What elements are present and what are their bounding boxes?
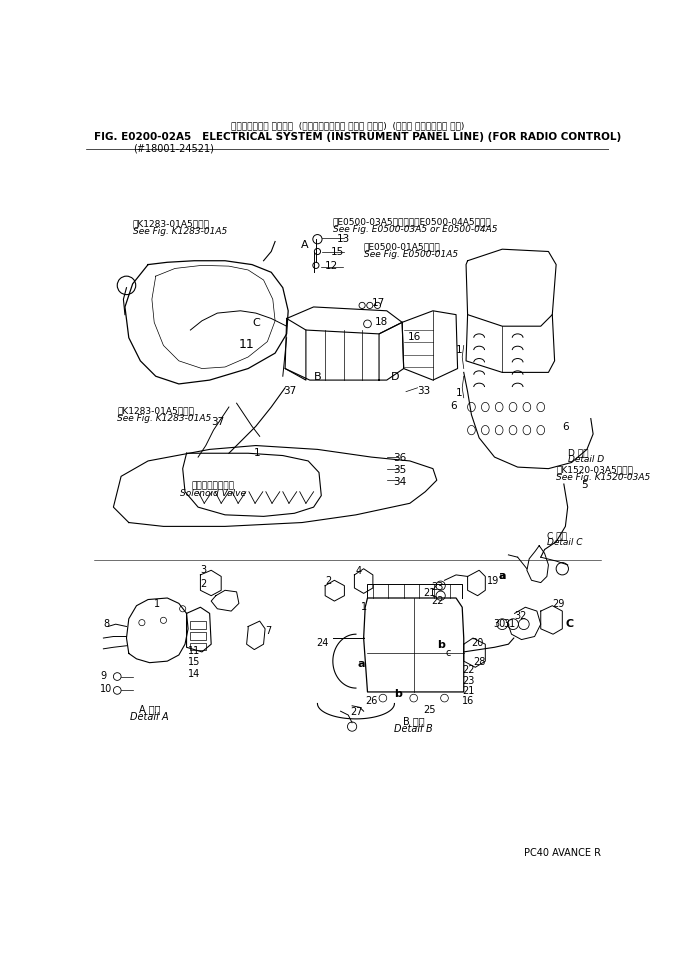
Text: a: a: [498, 570, 506, 580]
Text: 1: 1: [154, 599, 160, 608]
Text: 23: 23: [462, 676, 475, 686]
Text: 第K1283-01A5図参照: 第K1283-01A5図参照: [133, 219, 210, 228]
Text: 9: 9: [100, 671, 106, 680]
Text: 1: 1: [456, 387, 462, 397]
Text: 13: 13: [337, 234, 350, 244]
Text: B 詳細: B 詳細: [403, 715, 424, 726]
Text: B: B: [314, 372, 321, 382]
Text: b: b: [395, 689, 402, 699]
Text: 28: 28: [473, 656, 485, 666]
Text: See Fig. K1520-03A5: See Fig. K1520-03A5: [556, 473, 650, 482]
Text: エレクトリカル システム  (インスツルメント パネル ライン)  (ラジオ コントロール ヨウ): エレクトリカル システム (インスツルメント パネル ライン) (ラジオ コント…: [231, 121, 464, 131]
Text: A: A: [300, 239, 308, 250]
Text: 37: 37: [283, 385, 296, 396]
Text: See Fig. E0500-01A5: See Fig. E0500-01A5: [363, 250, 458, 259]
Text: 1: 1: [361, 601, 367, 611]
Text: C: C: [252, 318, 260, 328]
Text: C: C: [565, 618, 574, 628]
Text: 5: 5: [581, 480, 587, 489]
Text: 21: 21: [462, 686, 475, 696]
Text: 35: 35: [393, 464, 406, 474]
Text: 25: 25: [424, 704, 436, 714]
Text: D 詳細: D 詳細: [567, 448, 589, 456]
Text: 10: 10: [100, 683, 113, 694]
Text: 23: 23: [431, 581, 444, 591]
Text: D: D: [391, 372, 399, 382]
Text: 33: 33: [418, 385, 431, 396]
Text: See Fig. K1283-01A5: See Fig. K1283-01A5: [117, 414, 212, 423]
Text: 15: 15: [332, 246, 344, 257]
Bar: [191, 643, 206, 651]
Text: 11: 11: [188, 645, 200, 654]
Text: 34: 34: [393, 477, 406, 486]
Bar: [191, 622, 206, 629]
Text: b: b: [437, 639, 445, 650]
Text: 6: 6: [562, 422, 569, 431]
Text: A 詳細: A 詳細: [139, 703, 160, 714]
Text: 16: 16: [462, 695, 475, 705]
Text: 17: 17: [372, 297, 384, 308]
Text: PC40 AVANCE R: PC40 AVANCE R: [524, 848, 601, 857]
Text: a: a: [357, 658, 365, 668]
Text: C 詳細: C 詳細: [547, 530, 567, 540]
Text: 12: 12: [325, 261, 338, 271]
Text: a: a: [498, 570, 504, 580]
Text: 1: 1: [456, 345, 462, 355]
Text: 第K1283-01A5図参照: 第K1283-01A5図参照: [117, 407, 194, 415]
Text: 第E0500-03A5図または第E0500-04A5図参照: 第E0500-03A5図または第E0500-04A5図参照: [333, 217, 492, 226]
Text: Detail C: Detail C: [547, 537, 582, 547]
Text: 24: 24: [316, 637, 328, 647]
Text: 第E0500-01A5図参照: 第E0500-01A5図参照: [363, 242, 441, 251]
Text: (#18001-24521): (#18001-24521): [133, 143, 214, 153]
Text: 4: 4: [356, 566, 362, 576]
Text: See Fig. K1283-01A5: See Fig. K1283-01A5: [133, 227, 227, 235]
Text: 1: 1: [254, 447, 261, 457]
Text: 6: 6: [450, 401, 456, 411]
Text: 32: 32: [515, 610, 527, 620]
Text: 31: 31: [504, 618, 516, 628]
Text: See Fig. E0500-03A5 or E0500-04A5: See Fig. E0500-03A5 or E0500-04A5: [333, 225, 498, 234]
Text: 22: 22: [431, 595, 444, 604]
Text: 7: 7: [265, 626, 271, 635]
Text: Detail D: Detail D: [567, 455, 604, 463]
Text: 21: 21: [424, 587, 436, 597]
Text: c: c: [445, 647, 451, 657]
Text: 2: 2: [201, 578, 207, 588]
Text: 2: 2: [325, 576, 332, 585]
Text: 18: 18: [375, 316, 388, 327]
Text: 11: 11: [239, 338, 255, 351]
Text: 22: 22: [462, 664, 475, 674]
Text: 19: 19: [487, 576, 499, 585]
Text: 36: 36: [393, 453, 406, 462]
Text: 29: 29: [553, 599, 565, 608]
Text: 27: 27: [350, 706, 362, 717]
Text: 26: 26: [365, 695, 378, 705]
Text: 14: 14: [188, 668, 200, 678]
Text: 37: 37: [211, 416, 224, 427]
Text: 8: 8: [103, 618, 110, 628]
Text: Solenoid Valve: Solenoid Valve: [180, 488, 247, 498]
Text: 3: 3: [201, 564, 207, 574]
Text: 15: 15: [188, 656, 201, 666]
Text: 16: 16: [408, 332, 422, 342]
Text: 第K1520-03A5図参照: 第K1520-03A5図参照: [556, 465, 633, 475]
Bar: [191, 632, 206, 640]
Text: ソレノイドバルブ: ソレノイドバルブ: [192, 480, 235, 490]
Text: Detail A: Detail A: [130, 711, 169, 722]
Text: 30: 30: [493, 618, 505, 628]
Text: Detail B: Detail B: [395, 723, 433, 733]
Text: FIG. E0200-02A5   ELECTRICAL SYSTEM (INSTRUMENT PANEL LINE) (FOR RADIO CONTROL): FIG. E0200-02A5 ELECTRICAL SYSTEM (INSTR…: [94, 133, 622, 142]
Text: 20: 20: [471, 637, 484, 647]
